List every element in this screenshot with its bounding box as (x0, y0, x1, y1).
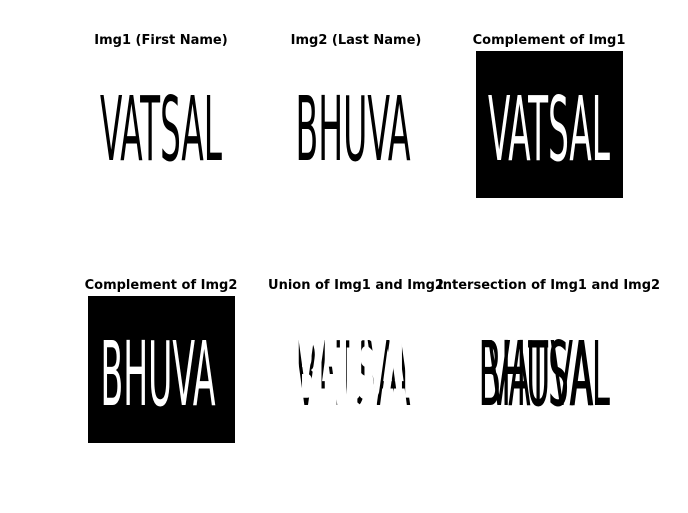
image-word: VATSAL (100, 77, 222, 181)
image-word: VATSAL (295, 322, 417, 426)
panel-title: Img1 (First Name) (94, 33, 227, 48)
image-background (88, 296, 235, 443)
image-background (88, 51, 235, 198)
image-background (476, 51, 623, 198)
image-background (476, 296, 623, 443)
image-word: VATSAL (488, 77, 610, 181)
image-word: BHUVA (479, 322, 594, 426)
panel-title: Intersection of Img1 and Img2 (438, 278, 660, 293)
image-word: VATSAL (488, 322, 610, 426)
panel-title: Complement of Img1 (473, 33, 626, 48)
panel: Union of Img1 and Img2 VATSAL (268, 278, 444, 443)
panel-title: Union of Img1 and Img2 (268, 278, 444, 293)
panel: Img2 (Last Name) BHUVA (283, 33, 430, 198)
panel-title: Img2 (Last Name) (291, 33, 422, 48)
panel: Complement of Img1 VATSAL (473, 33, 626, 198)
panel-title: Complement of Img2 (85, 278, 238, 293)
panel: Img1 (First Name) VATSAL (88, 33, 235, 198)
image-word: BHUVA (101, 322, 216, 426)
panel: Complement of Img2 BHUVA (85, 278, 238, 443)
image-word: BHUVA (296, 77, 411, 181)
image-background (283, 51, 430, 198)
image-background (283, 296, 430, 443)
